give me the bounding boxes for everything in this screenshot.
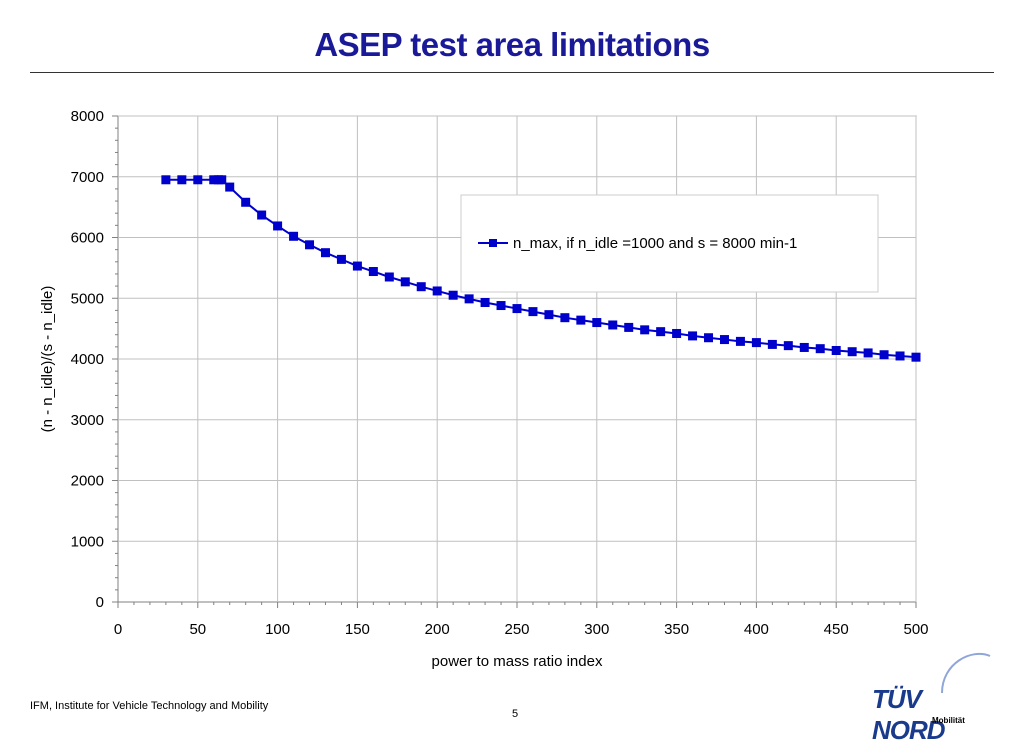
data-point-marker [177,175,187,185]
data-point-marker [305,240,315,250]
logo-arc-icon [941,652,991,694]
y-tick-label: 3000 [71,412,104,429]
logo-text: TÜV NORD [872,684,946,745]
data-point-marker [273,221,283,231]
data-point-marker [879,350,889,360]
y-tick-label: 8000 [71,108,104,125]
data-point-marker [400,277,410,287]
data-point-marker [783,341,793,351]
data-point-marker [704,333,714,343]
data-point-marker [863,348,873,358]
y-tick-label: 6000 [71,230,104,247]
x-axis-label: power to mass ratio index [432,653,603,670]
data-point-marker [416,282,426,292]
x-tick-label: 400 [744,621,769,638]
data-point-marker [799,342,809,352]
data-point-marker [217,175,227,185]
data-point-marker [257,210,267,220]
data-point-marker [672,328,682,338]
data-point-marker [289,231,299,241]
data-point-marker [464,294,474,304]
data-point-marker [560,313,570,323]
data-point-marker [225,182,235,192]
y-tick-label: 2000 [71,473,104,490]
y-tick-label: 0 [96,594,104,611]
data-point-marker [241,197,251,207]
data-point-marker [767,339,777,349]
page-number: 5 [512,708,519,720]
x-tick-label: 350 [664,621,689,638]
data-point-marker [496,301,506,311]
line-chart: 0 50 100 150 200 250 300 350 400 450 500 0 1000 2000… [39,108,929,670]
legend: n_max, if n_idle =1000 and s = 8000 min-… [460,194,879,293]
data-point-marker [161,175,171,185]
x-tick-label: 250 [504,621,529,638]
y-tick-labels: 0 1000 2000 3000 4000 5000 6000 7000 8000 [71,108,104,611]
data-point-marker [608,320,618,330]
data-point-marker [384,272,394,282]
data-point-marker [336,254,346,264]
data-point-marker [656,327,666,337]
data-point-marker [512,304,522,314]
data-point-marker [815,344,825,354]
x-tick-label: 450 [824,621,849,638]
y-tick-label: 5000 [71,290,104,307]
data-point-marker [911,352,921,362]
data-point-marker [320,248,330,258]
data-point-marker [735,336,745,346]
data-point-marker [624,322,634,332]
data-point-marker [640,325,650,335]
data-point-marker [688,331,698,341]
axis-ticks [112,115,917,608]
data-point-marker [592,318,602,328]
y-tick-label: 7000 [71,169,104,186]
x-tick-labels: 0 50 100 150 200 250 300 350 400 450 500 [114,621,929,638]
data-point-marker [544,310,554,320]
data-point-marker [576,315,586,325]
data-point-marker [448,290,458,300]
data-point-marker [847,347,857,357]
y-axis-label: (n - n_idle)/(s - n_idle) [39,286,56,433]
data-point-marker [209,175,219,185]
x-tick-label: 50 [189,621,206,638]
data-point-marker [751,338,761,348]
y-tick-label: 1000 [71,533,104,550]
y-tick-label: 4000 [71,351,104,368]
x-tick-label: 150 [345,621,370,638]
data-point-marker [831,345,841,355]
data-point-marker [352,261,362,271]
data-point-marker [432,286,442,296]
legend-box [460,194,879,293]
data-point-marker [719,335,729,345]
title-divider [30,72,994,73]
legend-label: n_max, if n_idle =1000 and s = 8000 min-… [513,235,797,252]
slide-title: ASEP test area limitations [314,26,710,63]
legend-marker [489,239,497,247]
x-tick-label: 0 [114,621,122,638]
tuv-nord-logo: TÜV NORD Mobilität [862,648,992,745]
data-point-marker [895,351,905,361]
x-tick-label: 200 [425,621,450,638]
data-point-marker [368,267,378,277]
x-tick-label: 100 [265,621,290,638]
x-tick-label: 500 [903,621,928,638]
footer-institute: IFM, Institute for Vehicle Technology an… [30,700,269,712]
series-layer [161,175,921,362]
data-point-marker [480,298,490,308]
x-tick-label: 300 [584,621,609,638]
logo-subtitle: Mobilität [932,716,965,725]
data-point-marker [528,307,538,317]
data-point-marker [193,175,203,185]
